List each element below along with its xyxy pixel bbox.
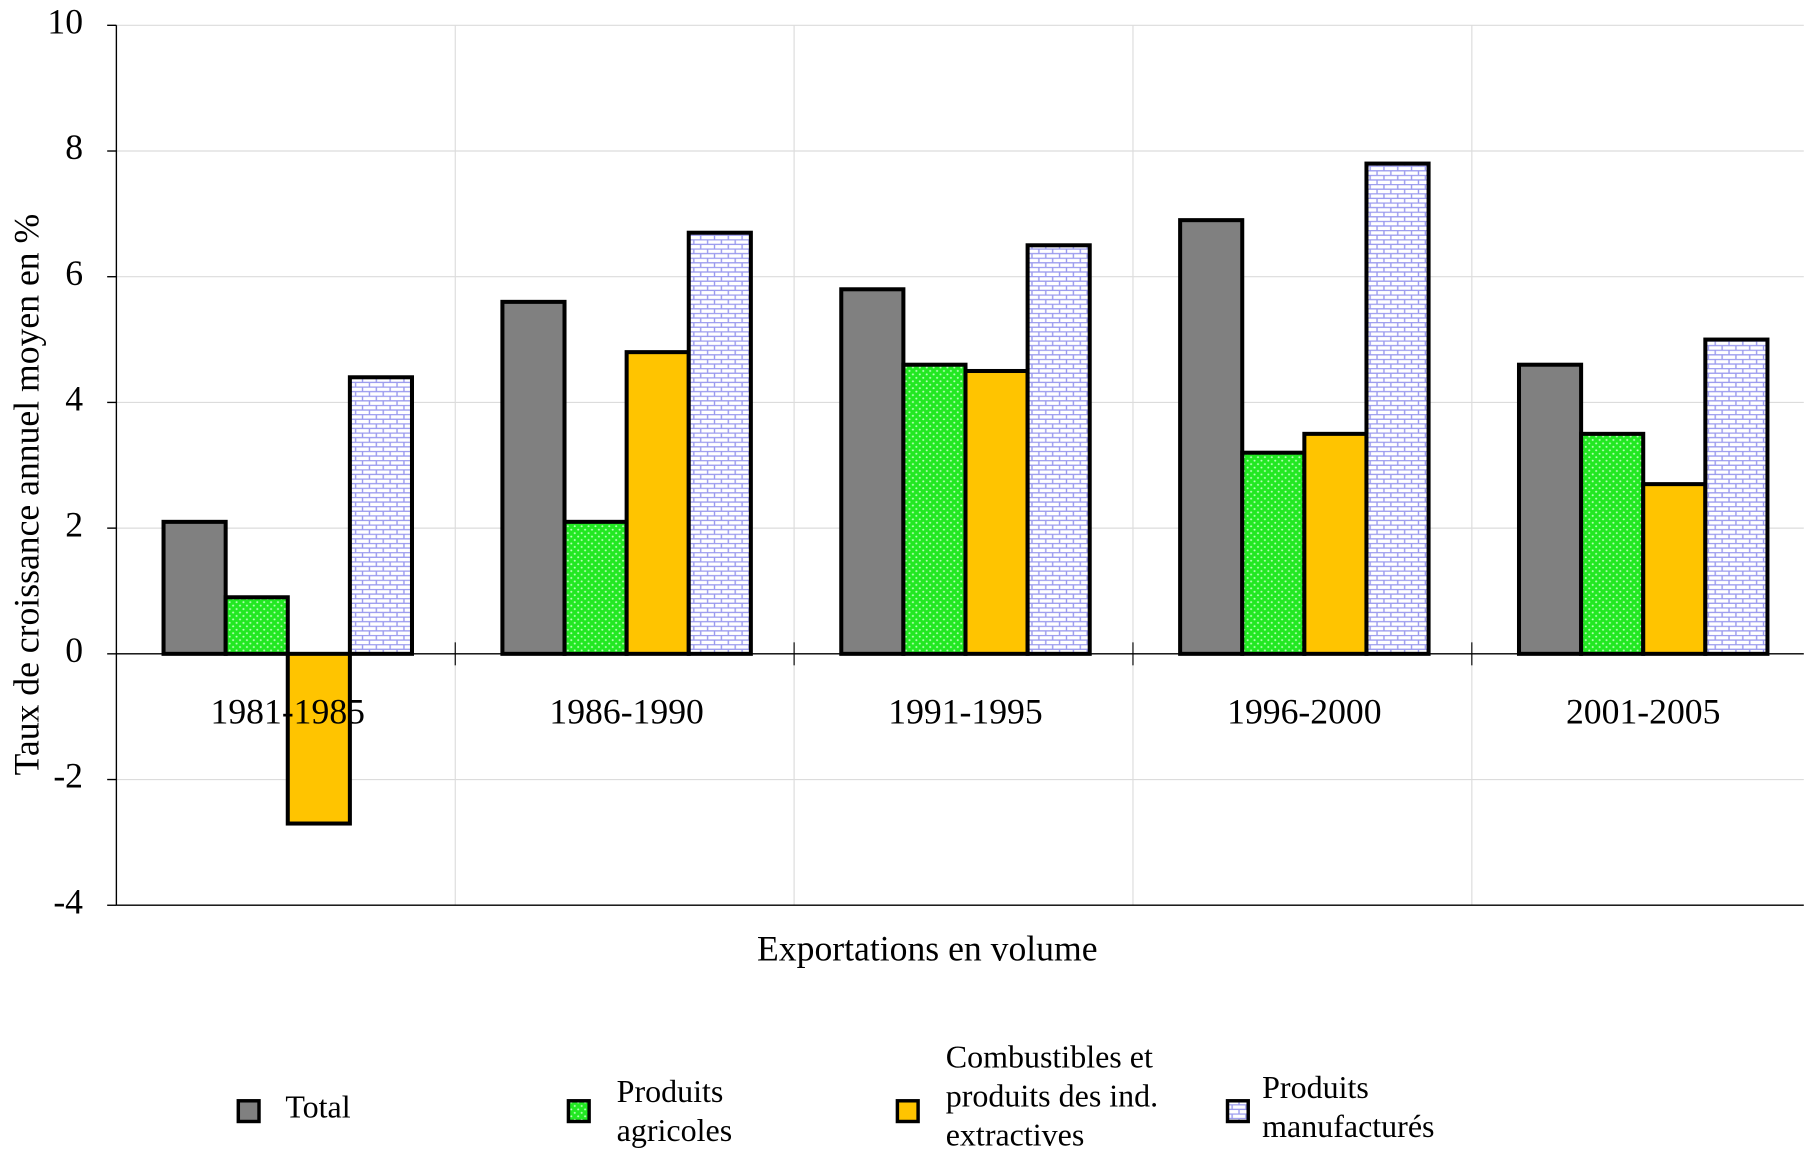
y-tick-label: -4 (53, 881, 83, 921)
x-tick-label: 1986-1990 (549, 692, 703, 732)
y-tick-label: -2 (53, 756, 83, 796)
bar (161, 519, 228, 656)
x-tick-label: 1991-1995 (888, 692, 1042, 732)
bar (963, 368, 1030, 656)
bar (347, 375, 415, 656)
bar (1579, 431, 1646, 656)
legend-label: Combustibles et produits des ind. extrac… (945, 1038, 1159, 1153)
legend-swatch (895, 1099, 920, 1124)
legend-label: Total (285, 1088, 351, 1125)
bar (500, 299, 567, 656)
y-tick-label: 8 (65, 127, 83, 167)
x-tick-label: 2001-2005 (1566, 692, 1720, 732)
y-tick-label: 10 (47, 1, 83, 41)
y-tick-label: 0 (65, 630, 83, 670)
bar (624, 350, 691, 656)
bar (1641, 482, 1708, 656)
bar (839, 287, 906, 656)
y-axis-title: Taux de croissance annuel moyen en % (6, 214, 46, 776)
legend-swatch (236, 1099, 261, 1124)
bar (686, 230, 753, 656)
x-axis-title: Exportations en volume (757, 929, 1098, 969)
bar (1302, 431, 1369, 656)
bar (901, 362, 968, 656)
y-tick-label: 6 (65, 253, 83, 293)
legend-label: Produits manufacturés (1262, 1068, 1435, 1144)
bar (285, 651, 352, 826)
y-tick-label: 2 (65, 504, 83, 544)
bar (1240, 450, 1307, 656)
bar (1025, 243, 1092, 656)
bar (1703, 337, 1770, 656)
bar (223, 595, 290, 656)
bar (1364, 161, 1431, 656)
x-tick-label: 1981-1985 (211, 692, 365, 732)
legend-swatch (1225, 1099, 1250, 1124)
y-tick-label: 4 (65, 379, 83, 419)
legend-label: Produits agricoles (616, 1073, 733, 1149)
legend-swatch (566, 1099, 591, 1124)
bar (562, 519, 629, 656)
bar (1178, 218, 1245, 656)
bar (1516, 362, 1584, 656)
x-tick-label: 1996-2000 (1227, 692, 1381, 732)
